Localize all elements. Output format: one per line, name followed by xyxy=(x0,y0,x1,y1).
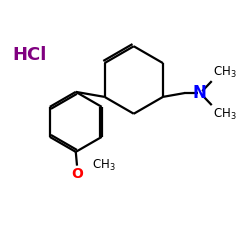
Text: N: N xyxy=(193,84,207,102)
Text: HCl: HCl xyxy=(13,46,47,64)
Text: CH$_3$: CH$_3$ xyxy=(213,64,236,80)
Text: CH$_3$: CH$_3$ xyxy=(213,106,236,122)
Text: CH$_3$: CH$_3$ xyxy=(92,158,115,173)
Text: O: O xyxy=(71,167,83,181)
